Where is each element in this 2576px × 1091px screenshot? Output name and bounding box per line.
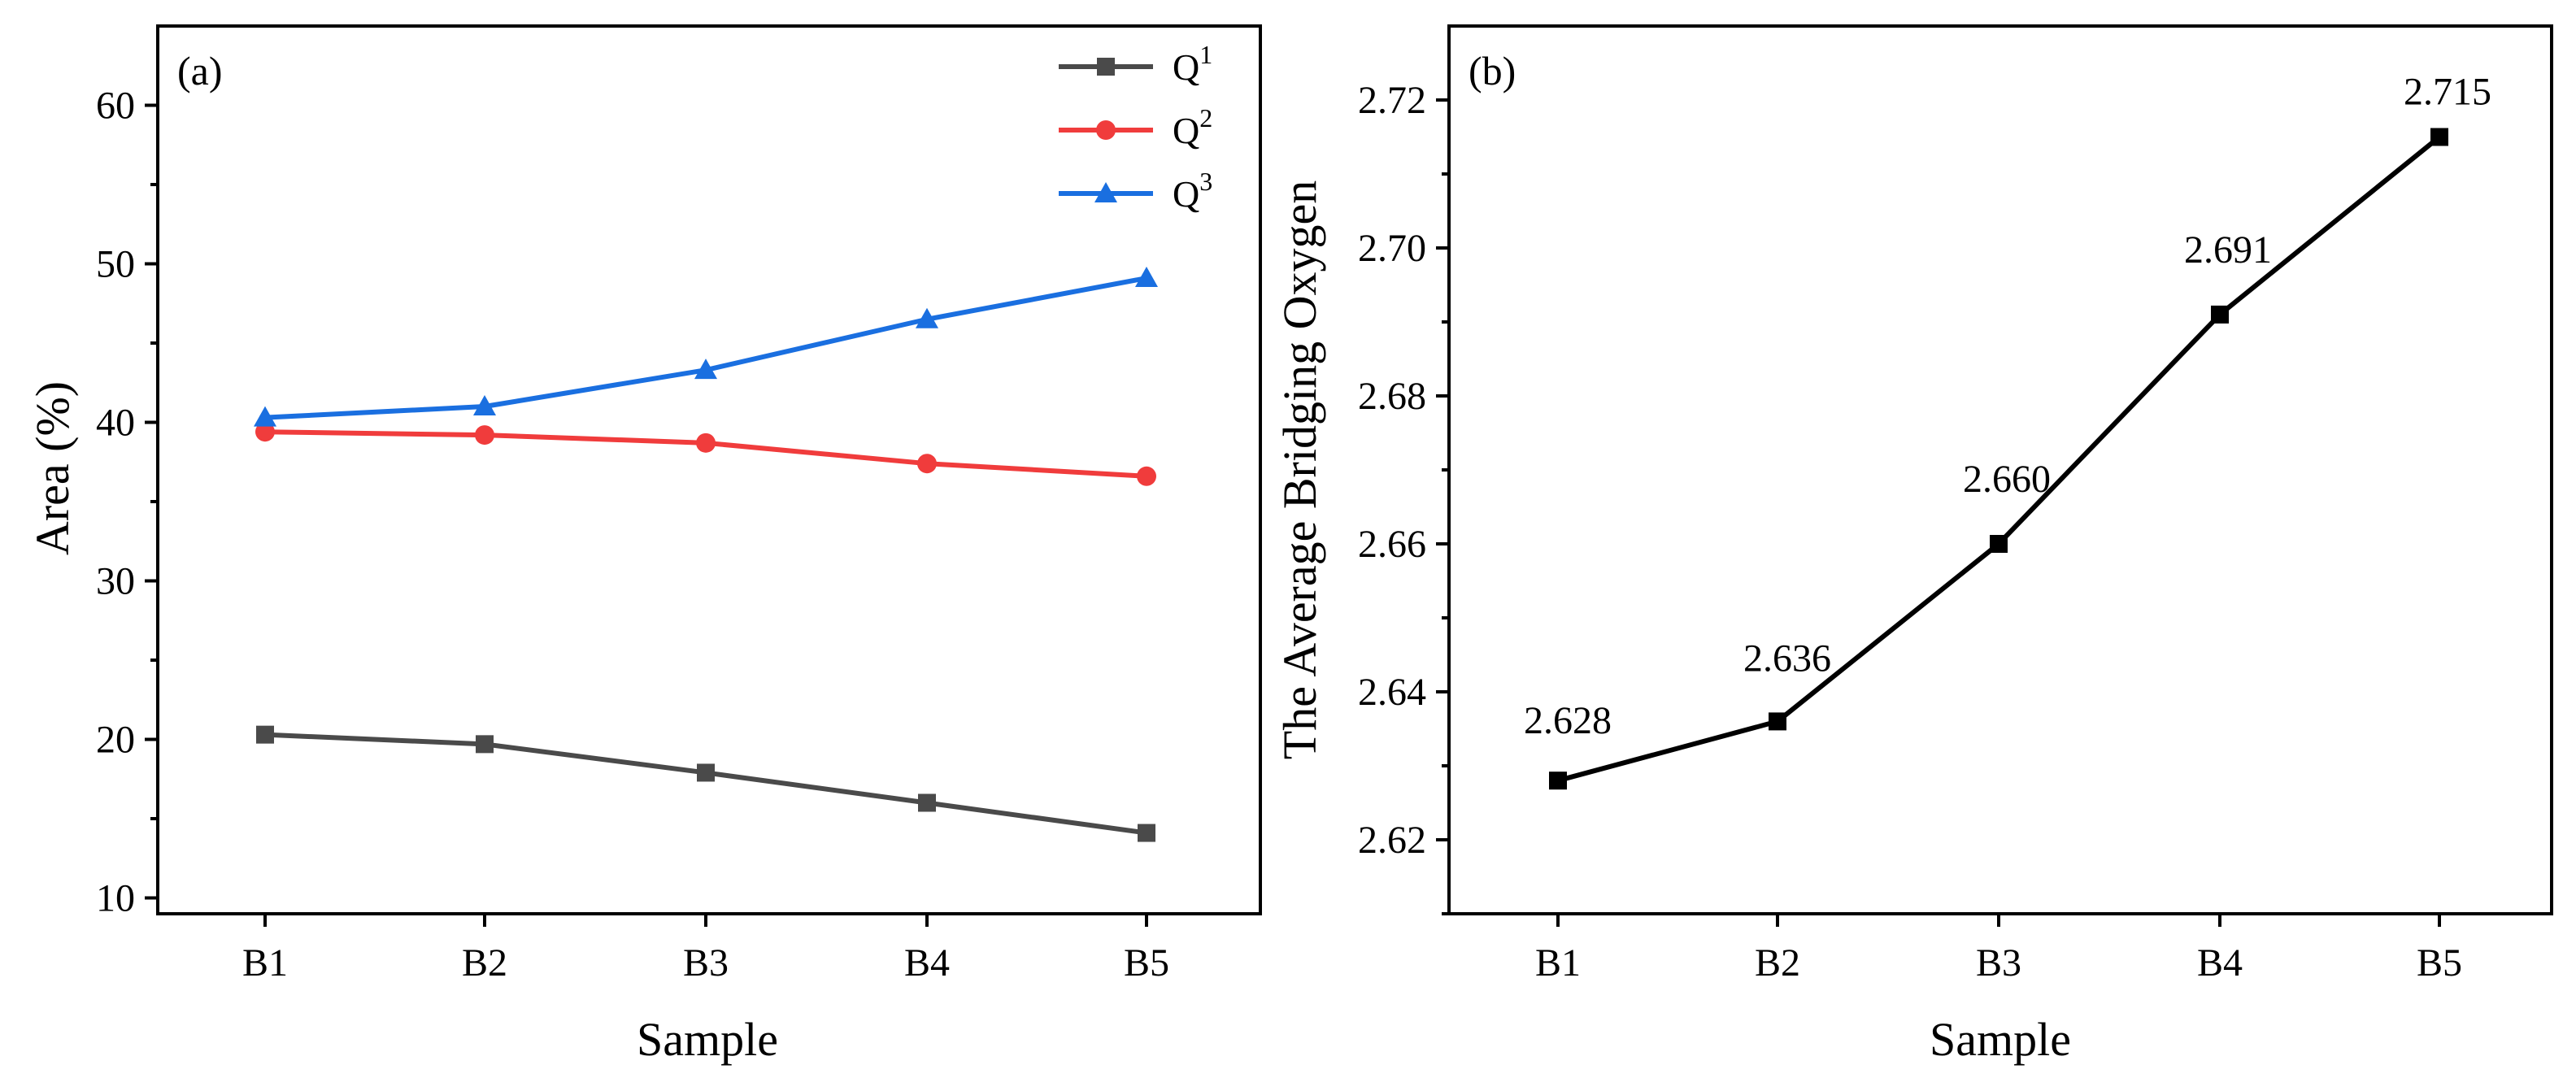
y-axis-title-b: The Average Bridging Oxygen: [1273, 180, 1326, 759]
x-axis-title-b: Sample: [1930, 1013, 2071, 1066]
y-tick-label-b: 2.64: [1358, 671, 1426, 714]
data-point-a-3: [473, 395, 496, 415]
data-label-b: 2.636: [1743, 637, 1831, 680]
y-tick-label-b: 2.72: [1358, 79, 1426, 122]
data-point-a-2: [255, 422, 275, 442]
legend-label-sup: 1: [1199, 40, 1212, 69]
data-point-a-2: [475, 425, 494, 446]
x-tick-label-a: B4: [904, 941, 950, 985]
data-point-b-1: [1769, 712, 1786, 731]
data-point-a-1: [918, 793, 936, 812]
x-tick-label-b: B4: [2197, 941, 2243, 985]
legend-label-2: Q2: [1173, 103, 1212, 151]
data-label-b: 2.660: [1963, 458, 2051, 501]
series-b: 2.628 2.636 2.660 2.691 2.715: [1524, 71, 2491, 790]
data-label-b: 2.691: [2184, 228, 2272, 272]
data-point-a-1: [476, 735, 494, 754]
chart-panel-b: (b) Sample The Average Bridging Oxygen 2…: [1273, 24, 2553, 1066]
data-point-a-1: [1138, 824, 1155, 842]
plot-frame-b: [1447, 24, 2553, 915]
y-tick-label-b: 2.68: [1358, 375, 1426, 418]
y-tick-label-a: 60: [96, 85, 135, 128]
data-point-b-1: [1990, 535, 2008, 553]
y-tick-label-b: 2.70: [1358, 227, 1426, 270]
x-tick-label-b: B5: [2417, 941, 2462, 985]
legend: Q1 Q2 Q3: [1059, 40, 1212, 215]
legend-marker-3: [1094, 182, 1117, 202]
x-axis-title-a: Sample: [637, 1013, 778, 1066]
panel-label-b: (b): [1469, 48, 1516, 93]
data-point-a-3: [916, 307, 938, 328]
ticks-a: 10 20 30 40 50 60 B1 B2 B3 B4 B5: [96, 85, 1169, 985]
legend-label-1: Q1: [1173, 40, 1212, 88]
y-tick-label-a: 40: [96, 402, 135, 445]
chart-panel-a: (a) Sample Area (%) 10 20 30 40 50 60 B1 B2 B3 B4…: [26, 24, 1262, 1066]
x-tick-label-a: B1: [242, 941, 288, 985]
x-tick-label-a: B5: [1124, 941, 1169, 985]
y-tick-label-b: 2.62: [1358, 819, 1426, 862]
legend-label-3: Q3: [1173, 167, 1212, 215]
legend-marker-1: [1097, 58, 1115, 76]
data-point-a-1: [697, 763, 715, 782]
y-tick-label-a: 50: [96, 243, 135, 286]
series-line-a-3: [264, 276, 1147, 420]
y-tick-label-a: 10: [96, 877, 135, 920]
data-point-a-3: [254, 406, 276, 427]
x-tick-label-b: B2: [1755, 941, 1800, 985]
x-tick-label-a: B2: [462, 941, 507, 985]
y-tick-label-a: 30: [96, 560, 135, 603]
ticks-b: 2.62 2.64 2.66 2.68 2.70 2.72 B1 B2 B3 B4 B5: [1358, 79, 2462, 985]
x-tick-label-b: B1: [1535, 941, 1581, 985]
data-point-a-2: [1137, 466, 1156, 486]
data-point-b-1: [2430, 128, 2448, 146]
data-point-a-3: [1135, 267, 1158, 288]
y-tick-label-b: 2.66: [1358, 523, 1426, 566]
data-label-b: 2.715: [2404, 71, 2491, 114]
series-a: [254, 267, 1158, 842]
data-point-a-2: [917, 454, 937, 474]
series-line-a-1: [264, 732, 1147, 836]
legend-label-sup: 3: [1199, 167, 1212, 196]
panel-label-a: (a): [177, 48, 223, 93]
data-point-b-1: [1549, 772, 1567, 790]
legend-label-sup: 2: [1199, 103, 1212, 133]
y-tick-label-a: 20: [96, 719, 135, 762]
data-point-a-1: [256, 725, 274, 744]
y-axis-title-a: Area (%): [26, 381, 79, 555]
data-label-b: 2.628: [1524, 699, 1612, 742]
data-point-a-2: [696, 432, 716, 453]
data-point-a-3: [694, 359, 717, 380]
legend-marker-2: [1096, 120, 1116, 140]
plot-frame-a: [156, 24, 1262, 915]
x-tick-label-a: B3: [683, 941, 729, 985]
data-point-b-1: [2211, 305, 2229, 324]
x-tick-label-b: B3: [1976, 941, 2021, 985]
